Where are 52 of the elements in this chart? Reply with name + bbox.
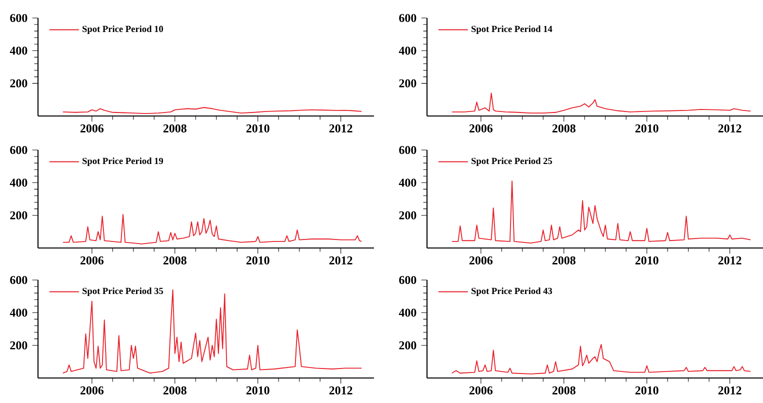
x-tick-label: 2012 [329, 124, 352, 132]
legend-label: Spot Price Period 43 [472, 288, 552, 296]
y-tick-label: 600 [10, 14, 28, 22]
x-tick-label: 2008 [163, 386, 186, 394]
y-tick-label: 600 [10, 276, 28, 284]
x-tick-label: 2008 [163, 256, 186, 264]
x-tick-label: 2008 [552, 256, 576, 264]
line-series [62, 214, 362, 244]
x-tick-label: 2010 [635, 256, 658, 264]
x-tick-label: 2012 [718, 124, 742, 132]
x-tick-label: 2010 [246, 386, 270, 394]
y-tick-label: 600 [399, 146, 416, 154]
x-tick-label: 2006 [80, 256, 104, 264]
y-tick-label: 400 [398, 178, 416, 187]
line-series [62, 107, 362, 114]
x-tick-label: 2010 [635, 386, 658, 394]
legend-label: Spot Price Period 25 [472, 158, 552, 166]
y-tick-label: 400 [398, 308, 416, 317]
y-tick-label: 400 [10, 308, 28, 317]
x-tick-label: 2012 [329, 256, 352, 264]
y-tick-label: 400 [398, 46, 416, 55]
y-tick-label: 600 [399, 276, 416, 284]
y-tick-label: 200 [399, 211, 416, 220]
x-tick-label: 2006 [469, 124, 493, 132]
line-series [451, 180, 752, 244]
x-tick-label: 2008 [552, 386, 576, 394]
legend-label: Spot Price Period 19 [82, 158, 164, 166]
x-tick-label: 2008 [163, 124, 186, 132]
y-tick-label: 400 [10, 46, 28, 55]
y-tick-label: 200 [399, 79, 416, 88]
y-tick-label: 200 [10, 341, 28, 350]
y-tick-label: 200 [10, 79, 28, 88]
line-series [451, 92, 752, 114]
legend-label: Spot Price Period 10 [82, 26, 164, 34]
x-tick-label: 2010 [635, 124, 658, 132]
legend-label: Spot Price Period 35 [82, 288, 164, 296]
x-tick-label: 2006 [80, 386, 104, 394]
x-tick-label: 2006 [80, 124, 104, 132]
x-tick-label: 2012 [718, 256, 742, 264]
x-tick-label: 2010 [246, 256, 270, 264]
x-tick-label: 2012 [329, 386, 352, 394]
x-tick-label: 2006 [469, 256, 493, 264]
x-tick-label: 2012 [718, 386, 742, 394]
y-tick-label: 200 [10, 211, 28, 220]
x-tick-label: 2006 [469, 386, 493, 394]
x-tick-label: 2008 [552, 124, 576, 132]
y-tick-label: 200 [399, 341, 416, 350]
y-tick-label: 400 [10, 178, 28, 187]
x-tick-label: 2010 [246, 124, 270, 132]
legend-label: Spot Price Period 14 [472, 26, 552, 34]
y-tick-label: 600 [399, 14, 416, 22]
y-tick-label: 600 [10, 146, 28, 154]
